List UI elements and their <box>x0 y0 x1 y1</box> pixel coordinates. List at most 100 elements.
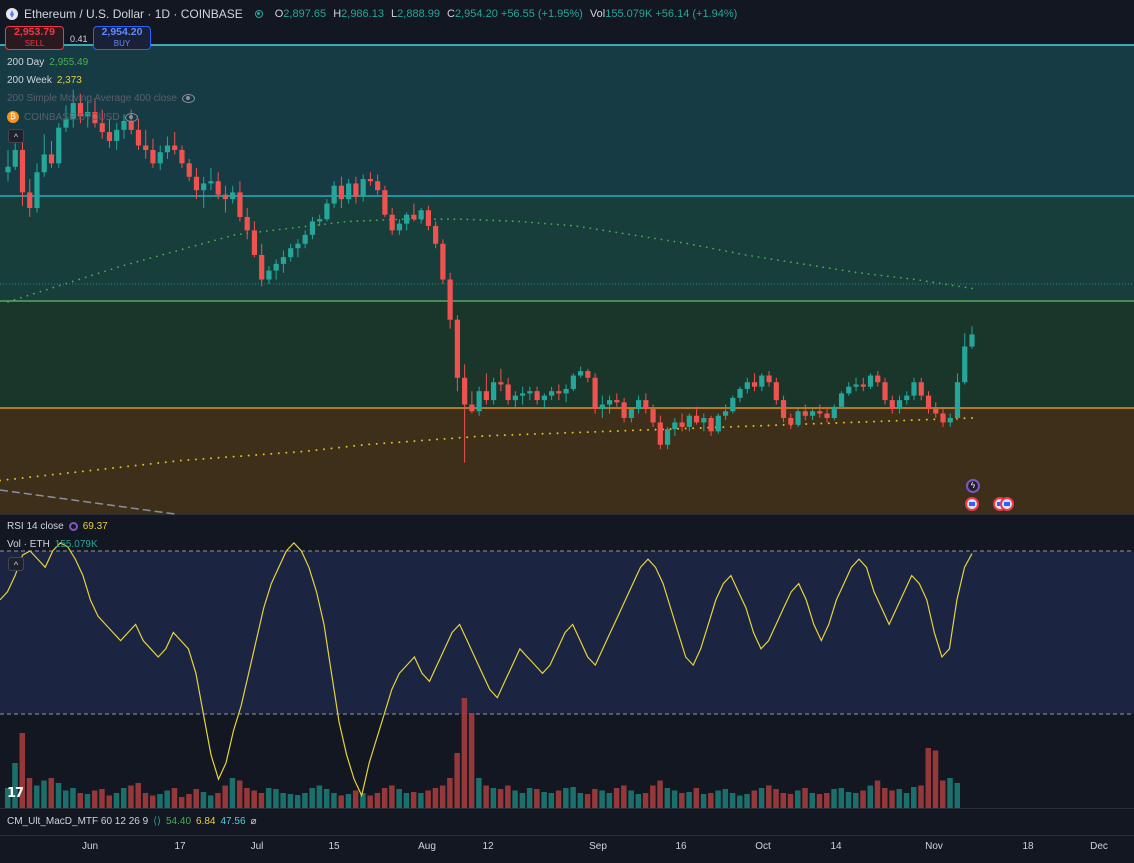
candle-body <box>715 415 721 432</box>
ma200week-point <box>225 456 228 459</box>
ma200week-point <box>164 461 167 464</box>
candle-body <box>766 375 772 383</box>
ma200week-point <box>112 467 115 470</box>
ma200week-point <box>971 416 973 419</box>
candle-body <box>563 388 569 394</box>
ma200day-point <box>802 263 805 266</box>
candle-body <box>360 179 366 197</box>
eye-hidden-icon[interactable] <box>181 94 195 103</box>
ma200day-point <box>298 226 301 229</box>
candle-body <box>411 214 417 220</box>
ma200week-point <box>820 422 823 425</box>
indicator-ma200week[interactable]: 200 Week 2,373 <box>7 75 82 86</box>
time-axis-label: 16 <box>675 841 687 852</box>
ma200day-point <box>893 276 896 278</box>
volume-bar <box>19 733 25 808</box>
ma200day-point <box>382 219 385 221</box>
volume-bar <box>497 789 504 808</box>
sell-button[interactable]: 2,953.79 SELL <box>5 26 64 50</box>
volume-bar <box>490 788 497 808</box>
candle-body <box>201 183 207 191</box>
candle-body <box>476 391 482 412</box>
ma200week-point <box>6 478 9 481</box>
ma200day-point <box>13 298 16 301</box>
ma200week-point <box>353 444 356 447</box>
us-economic-event-icon[interactable] <box>1000 497 1014 511</box>
candle-body <box>106 132 113 142</box>
eye-hidden-icon[interactable] <box>124 112 138 122</box>
ma200day-point <box>71 280 74 283</box>
volume-bar <box>599 790 605 808</box>
candle-body <box>179 149 185 164</box>
candle-body <box>114 129 120 142</box>
collapse-indicators-button[interactable]: ^ <box>8 129 24 143</box>
ma200day-point <box>899 276 902 279</box>
buy-button[interactable]: 2,954.20 BUY <box>93 26 151 50</box>
ma200week-point <box>157 462 160 465</box>
ma200day-value: 2,955.49 <box>49 57 89 68</box>
rsi-legend[interactable]: RSI 14 close 69.37 <box>7 521 108 532</box>
candle-body <box>309 221 316 235</box>
candle-body <box>933 409 939 414</box>
ma200week-point <box>880 420 883 423</box>
volume-pane-label: Vol · ETH <box>7 539 50 550</box>
ma200day-point <box>369 219 372 222</box>
candle-body <box>737 388 743 398</box>
volume-bar <box>236 780 243 808</box>
ma200day-point <box>511 220 514 223</box>
ma200day-point <box>524 221 527 223</box>
macd-label: CM_Ult_MacD_MTF 60 12 26 9 <box>7 816 149 827</box>
ma200day-point <box>272 229 275 232</box>
ma200day-point <box>874 273 876 276</box>
ma200week-point <box>451 437 454 440</box>
collapse-rsi-button[interactable]: ^ <box>8 557 24 571</box>
symbol-title[interactable]: Ethereum / U.S. Dollar · 1D · COINBASE <box>24 7 243 21</box>
ma200week-point <box>805 423 808 426</box>
tradingview-logo[interactable]: 17 <box>7 786 24 801</box>
volume-bar <box>903 793 910 808</box>
ma200day-point <box>854 271 857 274</box>
ma200week-point <box>436 438 439 441</box>
volume-bar <box>940 780 946 808</box>
us-economic-event-icon[interactable] <box>965 497 979 511</box>
indicator-btc-compare[interactable]: ₿ COINBASE:BTCUSD <box>7 111 138 123</box>
volume-bar <box>700 794 707 808</box>
candle-body <box>534 391 540 401</box>
time-axis-label: 15 <box>328 841 340 852</box>
rsi-settings-icon[interactable] <box>68 522 78 531</box>
candle-body <box>759 375 765 387</box>
indicator-ma200day[interactable]: 200 Day 2,955.49 <box>7 57 88 68</box>
volume-legend[interactable]: Vol · ETH 155.079K <box>7 539 98 550</box>
ma200day-point <box>45 288 48 291</box>
candle-body <box>520 393 526 396</box>
ma200week-point <box>142 463 145 466</box>
ma200week-point <box>443 437 446 440</box>
ma200week-point <box>104 467 107 470</box>
ma200week-point <box>963 417 966 420</box>
ma200day-point <box>479 219 482 221</box>
macd-value-1: 54.40 <box>165 816 192 827</box>
macd-settings-icon[interactable]: ⟨⟩ <box>153 816 161 827</box>
ma200week-point <box>270 452 273 455</box>
candle-body <box>99 123 105 133</box>
ma200week-point <box>496 434 499 437</box>
ma200day-point <box>867 273 870 275</box>
ma200week-point <box>518 433 521 436</box>
macd-legend[interactable]: CM_Ult_MacD_MTF 60 12 26 9 ⟨⟩ 54.40 6.84… <box>7 816 257 827</box>
ma200day-point <box>634 234 637 237</box>
ma200day-point <box>91 274 94 277</box>
market-status-icon[interactable] <box>254 10 263 18</box>
candle-body <box>904 395 910 401</box>
volume-bar <box>396 789 402 808</box>
time-axis-label: 18 <box>1022 841 1034 852</box>
candle-body <box>606 400 613 405</box>
indicator-hidden-sma[interactable]: 200 Simple Moving Average 400 close <box>7 93 195 104</box>
volume-bar <box>853 793 859 808</box>
event-bolt-icon[interactable]: ϟ <box>966 479 980 493</box>
volume-label: Vol <box>589 8 606 20</box>
volume-bar <box>483 785 489 808</box>
volume-bar <box>447 778 453 808</box>
ma200day-point <box>789 261 792 264</box>
ma200day-point <box>453 218 456 221</box>
